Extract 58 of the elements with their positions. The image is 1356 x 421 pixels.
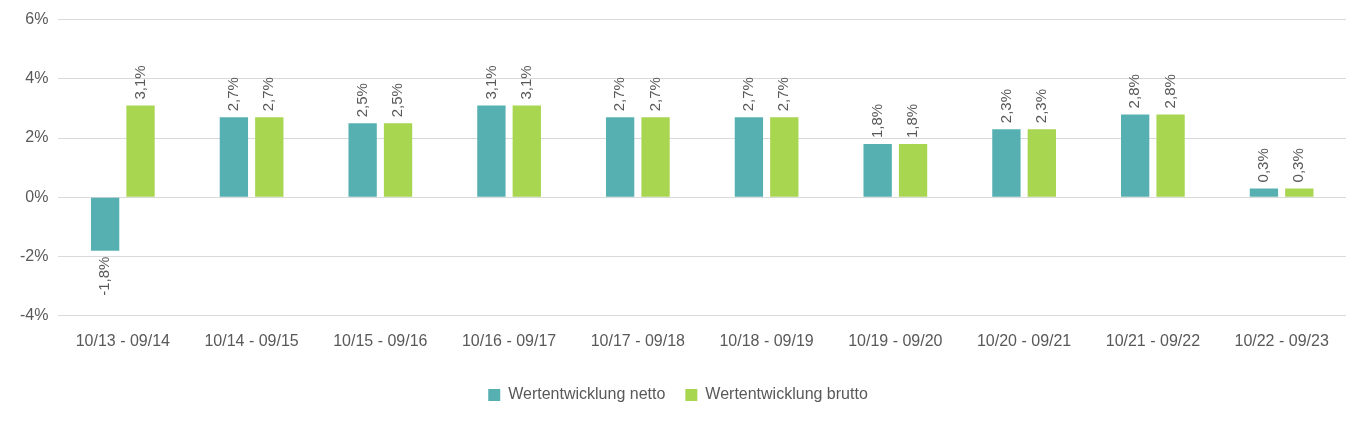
bar: [477, 105, 506, 197]
y-tick-label: 2%: [25, 128, 49, 146]
bar: [898, 144, 928, 197]
x-tick-label: 10/17 - 09/18: [590, 331, 686, 349]
data-label: 2,7%: [224, 77, 242, 112]
data-label: 1,8%: [903, 103, 921, 138]
data-label: 2,7%: [774, 77, 792, 112]
bar: [90, 197, 120, 251]
bar: [219, 117, 249, 197]
x-tick-label: 10/20 - 09/21: [976, 331, 1072, 349]
y-tick-label: 0%: [25, 187, 49, 205]
data-label: 2,7%: [739, 77, 757, 112]
x-tick-label: 10/21 - 09/22: [1105, 331, 1201, 349]
data-label: 2,3%: [996, 88, 1014, 124]
bar: [126, 105, 155, 197]
bar: [383, 123, 413, 197]
bar: [255, 117, 284, 197]
bar: [992, 129, 1021, 197]
bar: [1027, 129, 1056, 197]
data-label: 2,7%: [610, 77, 628, 112]
bar: [641, 117, 670, 197]
bar: [1249, 188, 1279, 197]
data-label: 2,5%: [388, 83, 406, 118]
data-label: 2,8%: [1125, 74, 1143, 109]
bar: [348, 123, 377, 197]
x-tick-label: 10/13 - 09/14: [75, 331, 171, 349]
x-tick-label: 10/14 - 09/15: [204, 331, 299, 349]
bar: [863, 144, 892, 197]
data-label: 2,8%: [1160, 74, 1178, 109]
data-label: 1,8%: [867, 103, 885, 138]
data-label: 3,1%: [130, 65, 148, 100]
x-tick-label: 10/16 - 09/17: [461, 331, 557, 349]
data-label: 3,1%: [516, 65, 534, 100]
bar: [1285, 188, 1314, 197]
y-tick-label: 6%: [25, 10, 49, 28]
data-label: -1,8%: [95, 256, 113, 296]
x-tick-label: 10/22 - 09/23: [1234, 331, 1329, 349]
x-tick-label: 10/18 - 09/19: [719, 331, 814, 349]
bar: [1156, 114, 1185, 197]
bar: [605, 117, 635, 197]
y-tick-label: 4%: [25, 69, 49, 87]
bar: [512, 105, 541, 197]
x-tick-label: 10/15 - 09/16: [333, 331, 428, 349]
bar: [1121, 114, 1150, 197]
y-tick-label: -2%: [20, 246, 49, 264]
bar: [770, 117, 799, 197]
data-label: 2,7%: [259, 77, 277, 112]
y-tick-label: -4%: [20, 306, 49, 324]
data-label: 2,3%: [1031, 88, 1049, 124]
data-label: 2,7%: [645, 77, 663, 112]
legend-label: Wertentwicklung brutto: [705, 385, 868, 403]
x-tick-label: 10/19 - 09/20: [848, 331, 943, 349]
data-label: 0,3%: [1254, 148, 1272, 183]
bar: [734, 117, 764, 197]
data-label: 0,3%: [1289, 148, 1307, 183]
legend-label: Wertentwicklung netto: [508, 385, 666, 403]
data-label: 2,5%: [352, 83, 370, 118]
data-label: 3,1%: [481, 65, 499, 100]
